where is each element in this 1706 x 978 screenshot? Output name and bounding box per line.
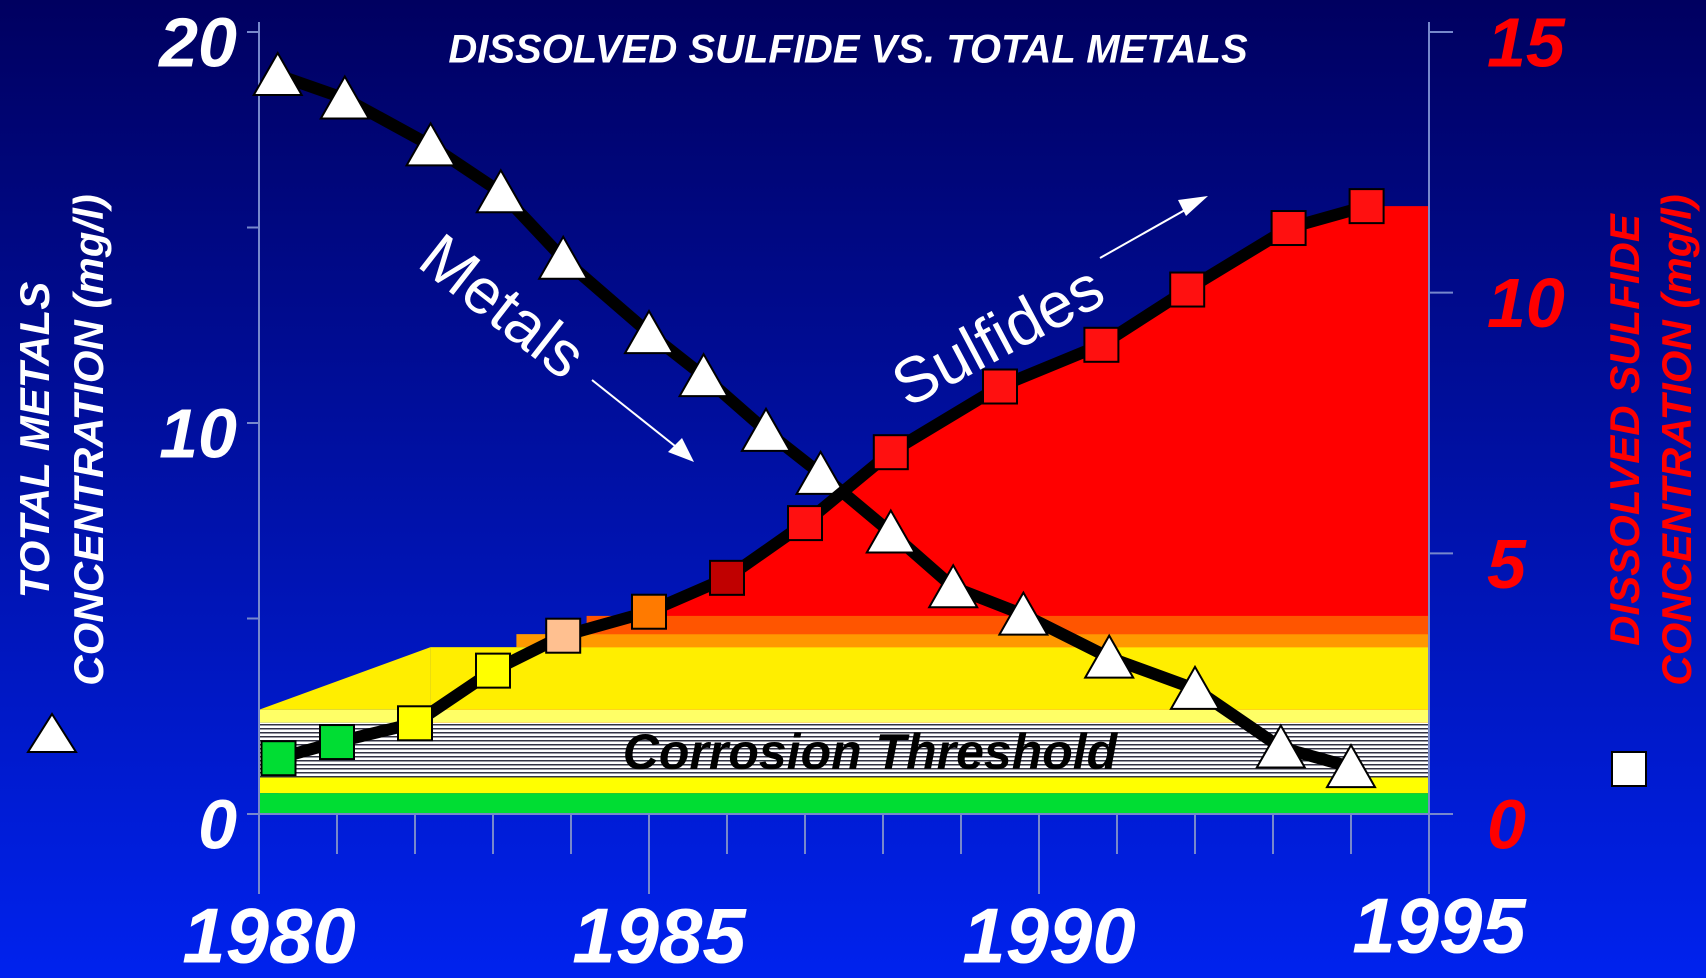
metals-marker xyxy=(794,449,847,495)
metals-marker xyxy=(1083,633,1135,679)
band xyxy=(259,793,1429,814)
band xyxy=(259,709,1429,723)
y2-tick-label: 15 xyxy=(1487,3,1566,81)
sulfide-marker xyxy=(982,368,1018,405)
metals-marker xyxy=(927,563,979,609)
metals-marker xyxy=(677,352,730,398)
sulfide-marker xyxy=(1348,188,1385,225)
sulfide-marker xyxy=(1083,326,1120,363)
x-tick-label: 1990 xyxy=(962,892,1136,978)
metals-marker xyxy=(740,406,792,452)
sulfide-marker xyxy=(631,593,667,630)
sulfide-marker xyxy=(545,617,582,654)
sulfide-marker xyxy=(319,724,355,761)
plot-area xyxy=(259,206,1430,814)
y-tick-label: 0 xyxy=(198,785,237,863)
y2-tick-label: 5 xyxy=(1487,525,1527,603)
metals-marker xyxy=(1169,664,1221,710)
y-axis-label: CONCENTRATION (mg/l) xyxy=(65,194,112,686)
metals-marker xyxy=(1325,743,1377,789)
sulfide-marker xyxy=(475,652,511,689)
y2-tick-label: 10 xyxy=(1487,264,1565,342)
metals-marker xyxy=(537,234,589,280)
band xyxy=(430,647,1430,710)
y-tick-label: 10 xyxy=(159,394,237,472)
y2-axis-label: DISSOLVED SULFIDE xyxy=(1601,212,1648,646)
metals-marker xyxy=(1255,723,1307,769)
band xyxy=(516,634,1429,648)
y-tick-label: 20 xyxy=(157,3,237,81)
sulfide-marker xyxy=(872,434,909,471)
annotation-arrowhead xyxy=(668,438,694,462)
metals-marker xyxy=(251,50,304,97)
x-tick-label: 1980 xyxy=(182,892,356,978)
metals-marker xyxy=(997,590,1050,636)
sulfide-marker xyxy=(1270,210,1307,247)
band xyxy=(259,647,431,710)
sulfide-marker xyxy=(1169,271,1206,308)
legend-square xyxy=(1611,751,1647,787)
annotation-arrow xyxy=(1099,205,1193,259)
y2-tick-label: 0 xyxy=(1487,785,1526,863)
sulfide-marker xyxy=(709,559,745,596)
metals-marker xyxy=(865,508,917,554)
metals-marker xyxy=(475,168,527,214)
y2-axis-label: CONCENTRATION (mg/l) xyxy=(1653,194,1700,686)
chart-title: DISSOLVED SULFIDE VS. TOTAL METALS xyxy=(448,28,1248,72)
metals-marker xyxy=(404,121,457,167)
metals-marker xyxy=(319,74,371,120)
y-axis-label: TOTAL METALS xyxy=(11,282,58,599)
sulfide-marker xyxy=(260,740,297,777)
annotation: Corrosion Threshold xyxy=(623,724,1119,780)
annotation-arrow xyxy=(591,379,681,451)
metals-marker xyxy=(623,309,675,355)
threshold-band xyxy=(259,722,1429,778)
sulfide-marker xyxy=(787,505,823,542)
band xyxy=(259,777,1429,794)
x-tick-label: 1985 xyxy=(572,892,747,978)
series-line xyxy=(275,69,1353,773)
legend-triangle xyxy=(26,712,78,753)
annotation-arrowhead xyxy=(1178,196,1208,216)
sulfide-marker xyxy=(397,705,433,742)
x-tick-label: 1995 xyxy=(1352,882,1527,970)
